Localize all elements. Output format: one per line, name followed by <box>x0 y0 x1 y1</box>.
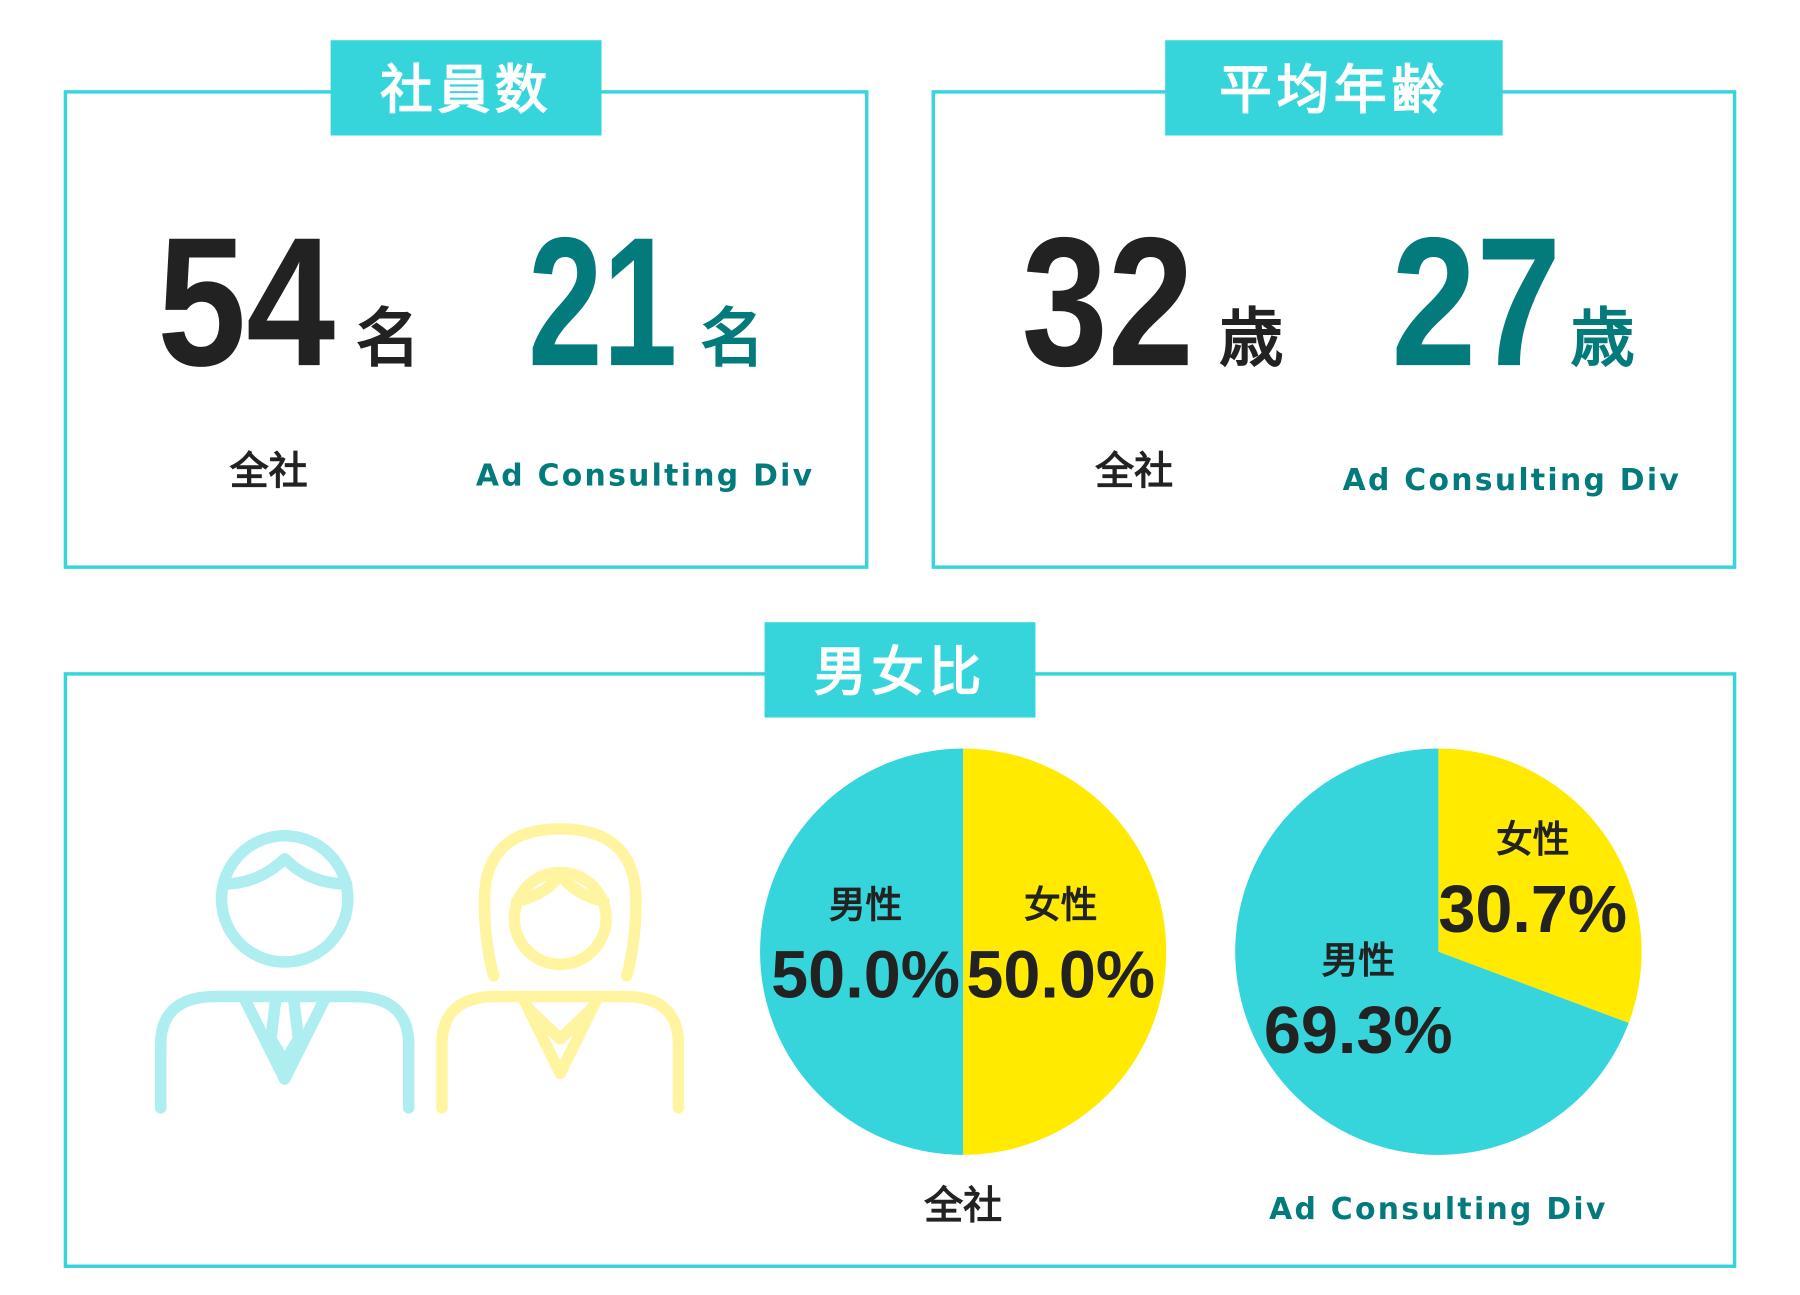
stat-unit: 歳 <box>1570 302 1634 377</box>
slice-name: 男性 <box>1321 939 1394 982</box>
section-tab <box>330 40 602 136</box>
man-icon <box>154 830 415 1114</box>
stat-label: 全社 <box>1094 449 1173 494</box>
pie-slice <box>1235 748 1629 1155</box>
stat-unit: 歳 <box>1219 302 1283 377</box>
section-tab <box>764 622 1036 718</box>
slice-name: 男性 <box>829 883 902 926</box>
section-title: 平均年齢 <box>1219 60 1449 121</box>
slice-value-label: 30.7% <box>1438 873 1627 947</box>
woman-icon <box>436 823 685 1114</box>
slice-name: 女性 <box>1024 883 1097 926</box>
section-title: 社員数 <box>380 60 552 121</box>
slice-value-label: 50.0% <box>771 939 960 1013</box>
stat-unit: 名 <box>356 302 420 377</box>
pie-slice <box>1438 748 1642 1023</box>
pie-caption: 全社 <box>923 1184 1002 1229</box>
pie-slice <box>963 748 1167 1155</box>
pie-caption: Ad Consulting Div <box>1269 1192 1608 1227</box>
stat-unit: 名 <box>700 302 764 377</box>
slice-value-label: 69.3% <box>1264 994 1453 1068</box>
stat-label: Ad Consulting Div <box>476 459 815 494</box>
stat-value: 54 <box>157 199 335 404</box>
slice-value-label: 50.0% <box>966 939 1155 1013</box>
slice-name: 女性 <box>1496 818 1569 861</box>
stat-label: 全社 <box>229 449 308 494</box>
section-tab <box>1165 40 1503 136</box>
stat-label: Ad Consulting Div <box>1343 463 1682 498</box>
stat-value: 32 <box>1022 199 1194 404</box>
section-title: 男女比 <box>814 642 986 703</box>
stat-value: 21 <box>528 199 677 404</box>
stat-value: 27 <box>1391 199 1561 404</box>
pie-slice <box>760 748 964 1155</box>
